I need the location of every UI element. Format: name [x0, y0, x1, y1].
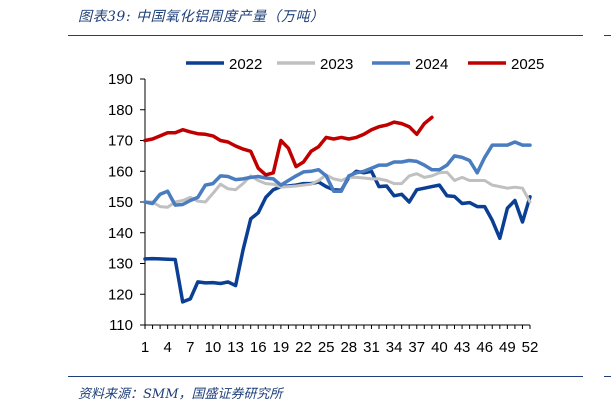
y-tick-label: 130	[108, 256, 133, 273]
y-tick-label: 180	[108, 102, 133, 119]
x-tick-label: 19	[273, 339, 290, 356]
x-tick-label: 13	[227, 339, 244, 356]
x-tick-label: 7	[186, 339, 194, 356]
x-tick-label: 10	[205, 339, 222, 356]
x-tick-label: 22	[295, 339, 312, 356]
source-note: 资料来源：SMM，国盛证券研究所	[78, 387, 283, 402]
y-tick-label: 120	[108, 286, 133, 303]
series-line-2025	[143, 115, 434, 177]
x-tick-label: 37	[408, 339, 425, 356]
bottom-divider	[68, 376, 583, 377]
legend-label-2023: 2023	[320, 56, 353, 73]
y-tick-label: 160	[108, 163, 133, 180]
x-tick-label: 52	[522, 339, 539, 356]
series-line-2023	[143, 170, 532, 209]
chart-axes: 110 120 130 140 150 160 170 180 190 1 4 7 10 13 16 19 22…	[108, 71, 538, 356]
x-tick-label: 43	[454, 339, 471, 356]
bottom-divider-tail	[604, 376, 611, 377]
y-tick-label: 190	[108, 71, 133, 88]
x-tick-label: 16	[250, 339, 267, 356]
x-tick-label: 34	[386, 339, 403, 356]
x-tick-label: 4	[163, 339, 171, 356]
y-tick-label: 150	[108, 194, 133, 211]
series-line-2024	[143, 140, 532, 207]
legend-label-2022: 2022	[229, 56, 262, 73]
x-tick-label: 28	[340, 339, 357, 356]
figure-title: 图表39: 中国氧化铝周度产量（万吨）	[78, 9, 325, 25]
legend-label-2025: 2025	[511, 56, 544, 73]
x-tick-label: 1	[141, 339, 149, 356]
x-tick-label: 49	[499, 339, 516, 356]
x-tick-label: 31	[363, 339, 380, 356]
y-tick-label: 170	[108, 133, 133, 150]
x-tick-label: 46	[476, 339, 493, 356]
chart-series-layer	[143, 115, 532, 304]
top-divider-tail	[604, 35, 611, 36]
x-tick-label: 25	[318, 339, 335, 356]
y-tick-label: 140	[108, 225, 133, 242]
legend-label-2024: 2024	[415, 56, 448, 73]
top-divider	[68, 35, 583, 36]
y-tick-label: 110	[109, 317, 133, 334]
x-tick-label: 40	[431, 339, 448, 356]
chart-legend: 2022 2023 2024 2025	[186, 56, 544, 73]
